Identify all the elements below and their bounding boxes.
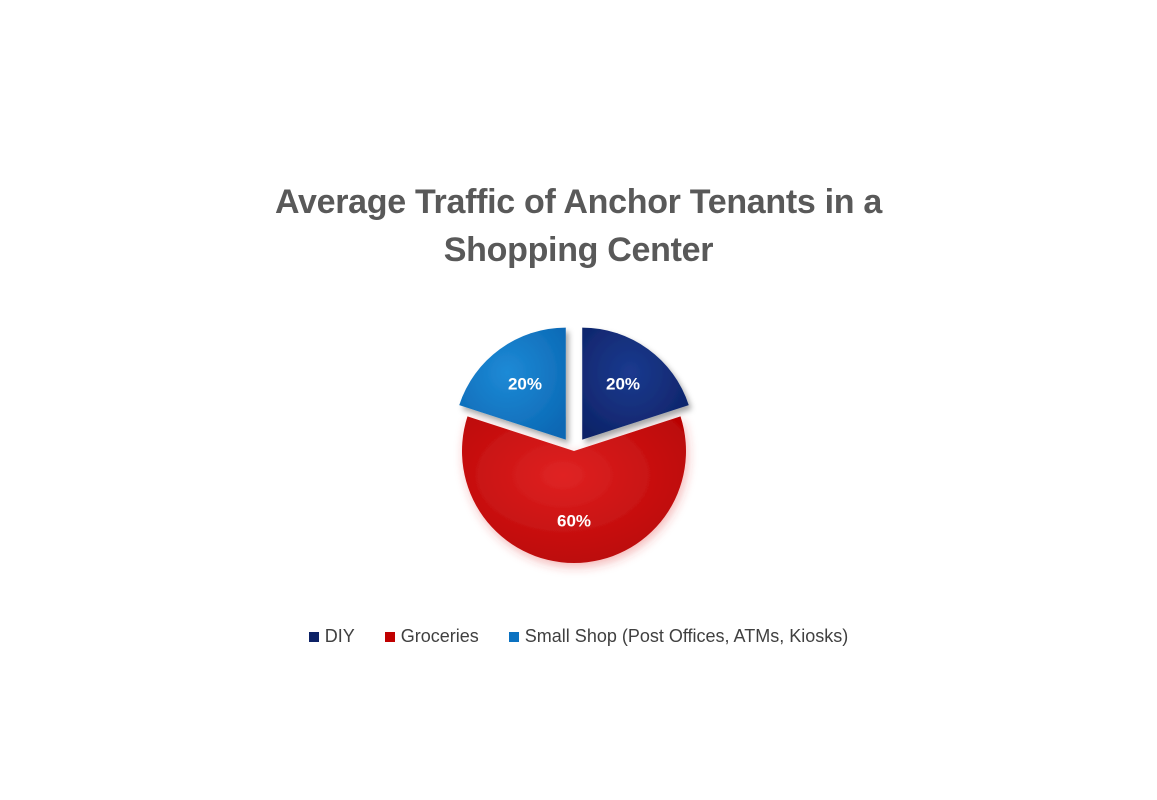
chart-legend: DIY Groceries Small Shop (Post Offices, … xyxy=(0,626,1157,647)
slice-groceries xyxy=(461,416,686,563)
legend-item-diy: DIY xyxy=(308,626,355,647)
legend-swatch-diy xyxy=(308,631,319,642)
legend-swatch-small-shop xyxy=(508,631,519,642)
slice-label-diy: 20% xyxy=(606,374,640,393)
legend-label-diy: DIY xyxy=(324,626,355,646)
legend-item-small-shop: Small Shop (Post Offices, ATMs, Kiosks) xyxy=(508,626,849,647)
chart-title-line-1: Average Traffic of Anchor Tenants in a xyxy=(274,183,883,221)
chart-title-line-2: Shopping Center xyxy=(443,231,714,269)
slice-diy xyxy=(582,327,689,440)
legend-item-groceries: Groceries xyxy=(384,626,479,647)
slice-label-small-shop: 20% xyxy=(508,374,542,393)
chart-title: Average Traffic of Anchor Tenants in a S… xyxy=(0,178,1157,274)
slice-label-groceries: 60% xyxy=(557,511,591,530)
legend-label-groceries: Groceries xyxy=(400,626,479,646)
legend-label-small-shop: Small Shop (Post Offices, ATMs, Kiosks) xyxy=(524,626,849,646)
legend-swatch-groceries xyxy=(384,631,395,642)
slice-small-shop xyxy=(459,327,566,440)
